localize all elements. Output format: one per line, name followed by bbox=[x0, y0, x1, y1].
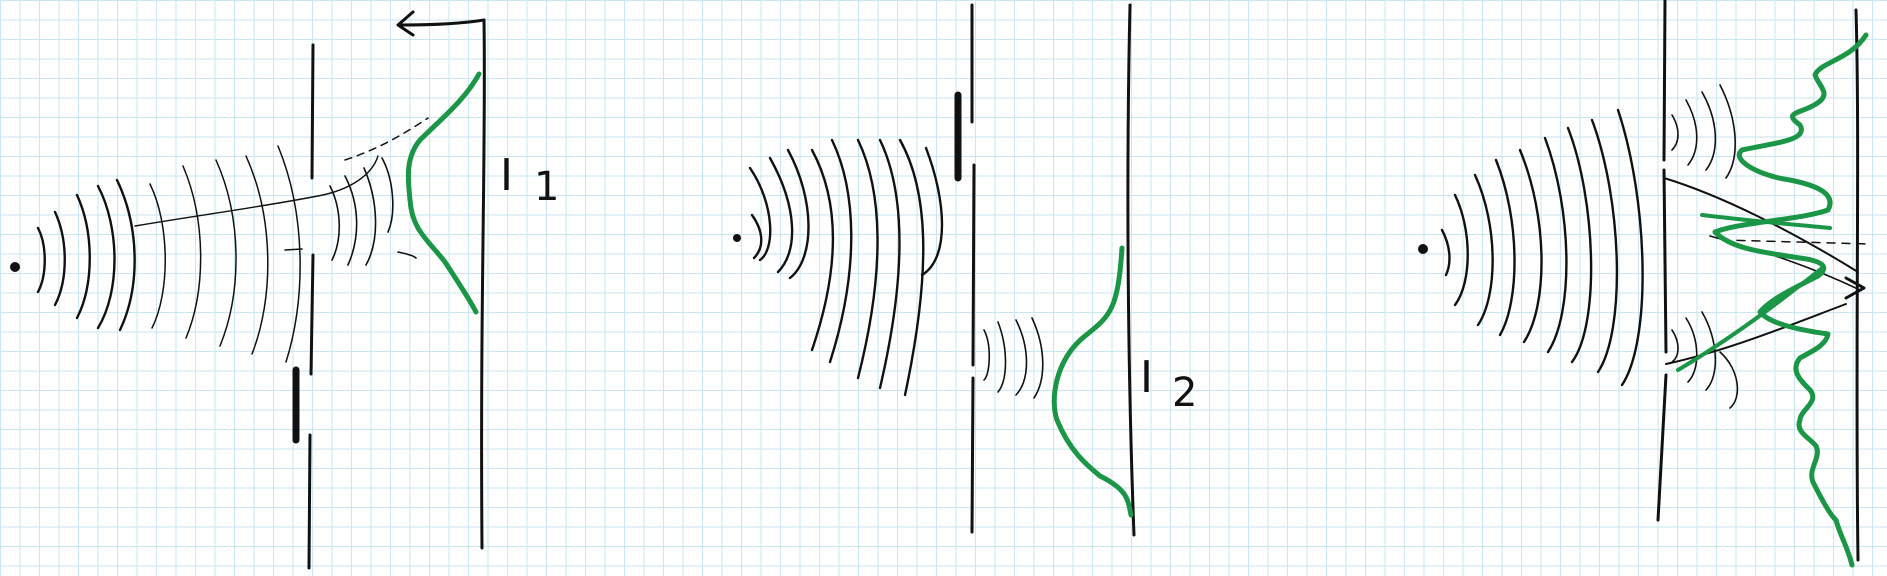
screen-line bbox=[1126, 3, 1136, 537]
screen-arrow bbox=[398, 18, 486, 27]
incident-wavefronts bbox=[748, 138, 944, 397]
panel-lower-slit: I 2 bbox=[733, 3, 1197, 537]
intensity-label: I bbox=[500, 150, 513, 201]
slit-barrier-middle bbox=[309, 253, 315, 376]
upper-slit-wavefronts bbox=[1671, 84, 1736, 179]
free-wavefronts bbox=[149, 145, 301, 363]
screen-line bbox=[480, 18, 486, 550]
ray-upper bbox=[1663, 177, 1859, 273]
interference-pattern bbox=[1712, 32, 1869, 568]
screen-arrowhead bbox=[396, 10, 415, 37]
diffracted-wavefronts bbox=[329, 157, 417, 266]
lower-slit-wavefronts bbox=[1671, 311, 1739, 409]
screen-line bbox=[1854, 8, 1860, 562]
incident-wavefronts bbox=[1440, 108, 1644, 387]
dash-mark bbox=[284, 248, 303, 251]
slit-barrier-top bbox=[310, 43, 315, 180]
intensity-label: I bbox=[1140, 352, 1153, 403]
source-point bbox=[10, 262, 20, 272]
intensity-curve bbox=[1051, 245, 1134, 518]
slit-barrier-bottom bbox=[1656, 373, 1668, 522]
slit-barrier-top bbox=[1662, 0, 1667, 162]
source-point bbox=[733, 234, 741, 242]
intensity-subscript: 1 bbox=[534, 164, 559, 210]
slit-barrier-middle bbox=[1662, 168, 1668, 354]
panel-upper-slit: I 1 bbox=[10, 10, 559, 570]
incident-wavefronts bbox=[36, 178, 136, 332]
panel-double-slit bbox=[1418, 0, 1871, 568]
slit-barrier-bottom bbox=[307, 433, 312, 570]
dashed-guide bbox=[344, 117, 429, 161]
green-crossing-upper bbox=[1700, 213, 1832, 230]
source-point bbox=[1418, 244, 1428, 254]
intensity-subscript: 2 bbox=[1172, 370, 1197, 416]
ray-arrowhead bbox=[1844, 276, 1866, 300]
slit-barrier-middle bbox=[971, 163, 976, 367]
slit-barrier-bottom bbox=[970, 376, 975, 534]
intensity-curve bbox=[405, 71, 482, 315]
diffracted-wavefronts bbox=[983, 317, 1044, 399]
guide-ray bbox=[134, 155, 379, 227]
green-crossing-lower bbox=[1676, 266, 1824, 372]
dashed-axis bbox=[1721, 239, 1871, 245]
ray-lower bbox=[1665, 303, 1847, 365]
